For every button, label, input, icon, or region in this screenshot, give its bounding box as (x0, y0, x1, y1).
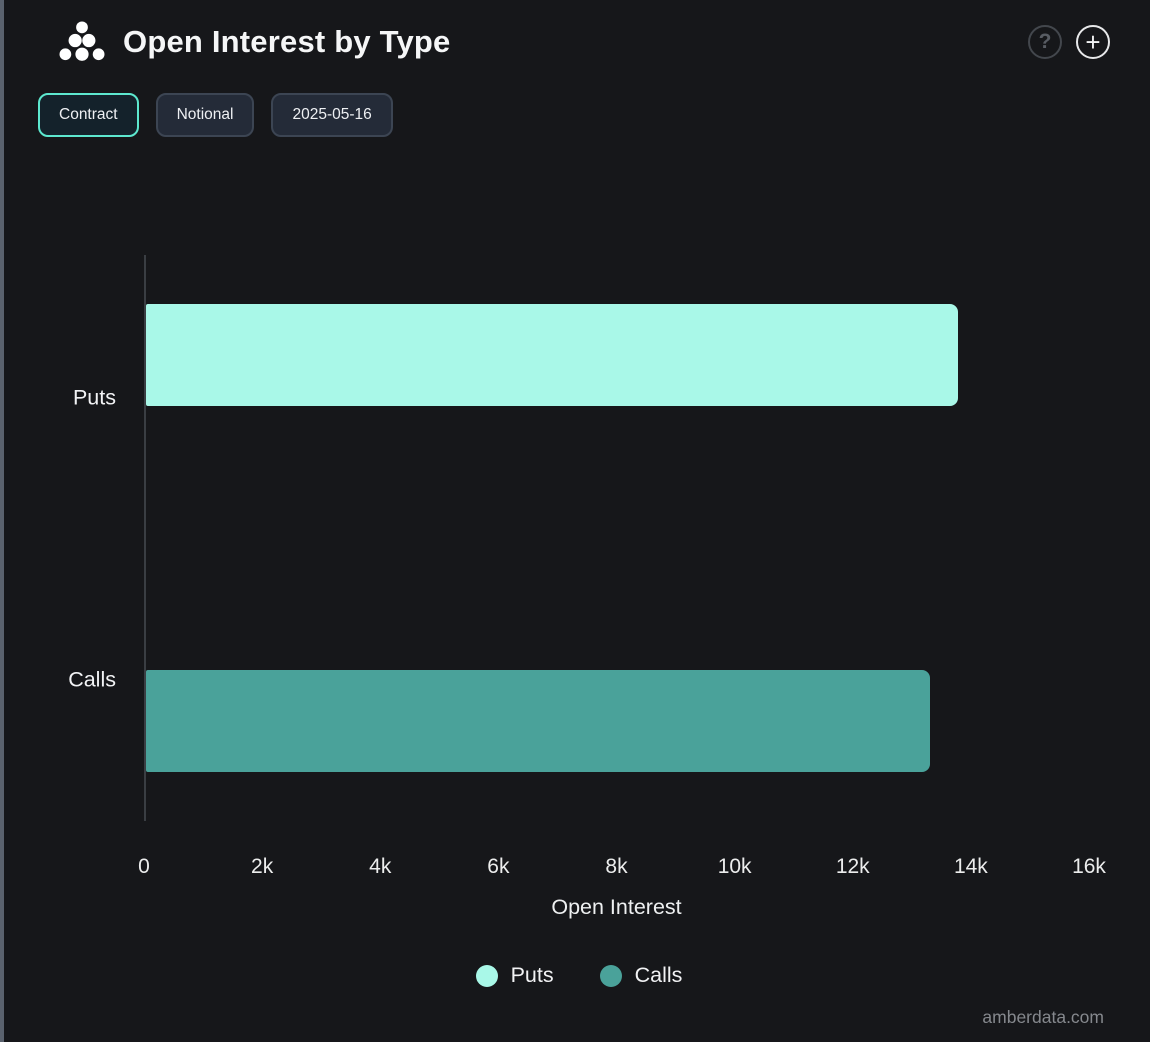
chart-legend: Puts Calls (4, 963, 1150, 988)
category-label-calls: Calls (68, 667, 116, 692)
help-icon[interactable]: ? (1028, 25, 1062, 59)
calls-bar[interactable] (146, 670, 930, 772)
x-tick-12k: 12k (835, 855, 870, 878)
contract-toggle-button[interactable]: Contract (38, 93, 139, 137)
x-tick-8k: 8k (605, 855, 628, 878)
notional-toggle-button[interactable]: Notional (155, 93, 255, 137)
widget-header: Open Interest by Type ? + (57, 20, 1110, 64)
header-actions: ? + (1028, 25, 1110, 59)
legend-item-calls[interactable]: Calls (599, 963, 683, 988)
x-axis-title: Open Interest (551, 895, 682, 919)
calls-swatch-icon (599, 964, 622, 987)
widget-title: Open Interest by Type (123, 24, 451, 59)
y-axis-line (144, 255, 146, 821)
legend-item-puts[interactable]: Puts (475, 963, 554, 988)
help-glyph: ? (1038, 30, 1052, 53)
watermark: amberdata.com (982, 1007, 1104, 1027)
date-select-button[interactable]: 2025-05-16 (271, 93, 393, 137)
x-tick-16k: 16k (1072, 855, 1106, 878)
amberdata-logo-icon (57, 20, 107, 64)
x-tick-4k: 4k (369, 855, 392, 878)
legend-label-puts: Puts (510, 963, 554, 987)
x-tick-10k: 10k (717, 855, 752, 878)
chart-toolbar: Contract Notional 2025-05-16 (38, 93, 393, 137)
x-tick-6k: 6k (487, 855, 510, 878)
x-tick-14k: 14k (953, 855, 988, 878)
x-tick-0: 0 (138, 855, 150, 878)
add-widget-icon[interactable]: + (1076, 25, 1110, 59)
x-tick-2k: 2k (251, 855, 274, 878)
category-label-puts: Puts (72, 385, 116, 410)
puts-bar[interactable] (146, 304, 958, 406)
legend-label-calls: Calls (634, 963, 683, 987)
puts-swatch-icon (475, 964, 498, 987)
plus-glyph: + (1085, 27, 1101, 57)
